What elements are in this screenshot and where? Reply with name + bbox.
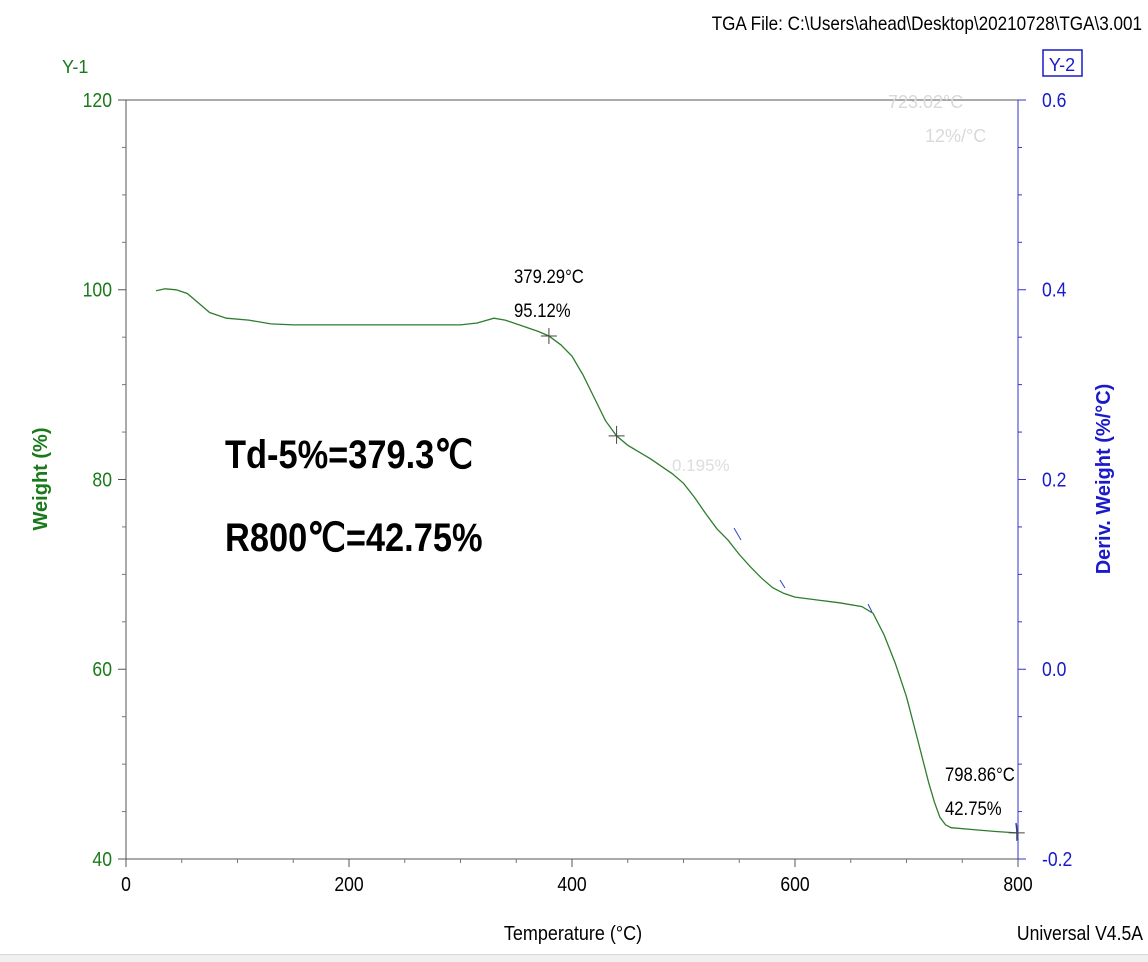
x-tick-label: 600 xyxy=(780,873,809,895)
deriv-mark xyxy=(867,603,873,613)
annotation-marker xyxy=(1008,824,1025,841)
deriv-mark xyxy=(779,579,786,589)
annotation-2-value: 42.75% xyxy=(945,798,1002,819)
y2-tick-label: 0.6 xyxy=(1042,89,1066,111)
annotation-marker xyxy=(540,328,557,345)
y-tick-label: 120 xyxy=(83,89,112,111)
window-bottom-strip xyxy=(0,954,1148,962)
y2-tag: Y-2 xyxy=(1049,55,1075,75)
y-axis-title: Weight (%) xyxy=(30,428,52,531)
faint-label-rate: 12%/°C xyxy=(925,126,986,146)
faint-label-peak-temp: 723.02°C xyxy=(888,92,963,112)
x-axis-title: Temperature (°C) xyxy=(504,923,642,945)
y2-tick-label: 0.2 xyxy=(1042,468,1066,490)
file-path-label: TGA File: C:\Users\ahead\Desktop\2021072… xyxy=(712,13,1142,34)
y-tick-label: 40 xyxy=(92,848,112,870)
x-tick-label: 200 xyxy=(334,873,363,895)
software-version: Universal V4.5A xyxy=(1017,922,1144,944)
y2-tick-label: -0.2 xyxy=(1042,848,1072,870)
y-tick-label: 80 xyxy=(92,468,112,490)
x-tick-label: 0 xyxy=(121,873,131,895)
x-tick-label: 400 xyxy=(557,873,586,895)
annotation-1-temp: 379.29°C xyxy=(514,266,584,287)
x-axis-ticks: 0 200 400 600 800 xyxy=(121,859,1033,895)
deriv-mark xyxy=(733,527,742,541)
annotation-1-value: 95.12% xyxy=(514,300,571,321)
y2-axis-title: Deriv. Weight (%/°C) xyxy=(1093,384,1115,575)
y2-tag-box xyxy=(1042,49,1083,77)
y2-tick-label: 0.4 xyxy=(1042,279,1066,301)
faint-label-residue: 0.195% xyxy=(672,456,730,475)
y2-tick-label: 0.0 xyxy=(1042,658,1066,680)
y2-axis-ticks: -0.2 0.0 0.2 0.4 0.6 xyxy=(1018,89,1072,870)
y1-tag: Y-1 xyxy=(62,57,88,77)
note-r800: R800℃=42.75% xyxy=(225,515,483,560)
note-td5: Td-5%=379.3℃ xyxy=(225,432,473,477)
weight-curve xyxy=(155,288,1017,834)
x-tick-label: 800 xyxy=(1003,873,1032,895)
annotation-2-temp: 798.86°C xyxy=(945,764,1015,785)
y-axis-ticks: 40 60 80 100 120 xyxy=(83,89,126,870)
y-tick-label: 100 xyxy=(83,279,112,301)
y-tick-label: 60 xyxy=(92,658,112,680)
